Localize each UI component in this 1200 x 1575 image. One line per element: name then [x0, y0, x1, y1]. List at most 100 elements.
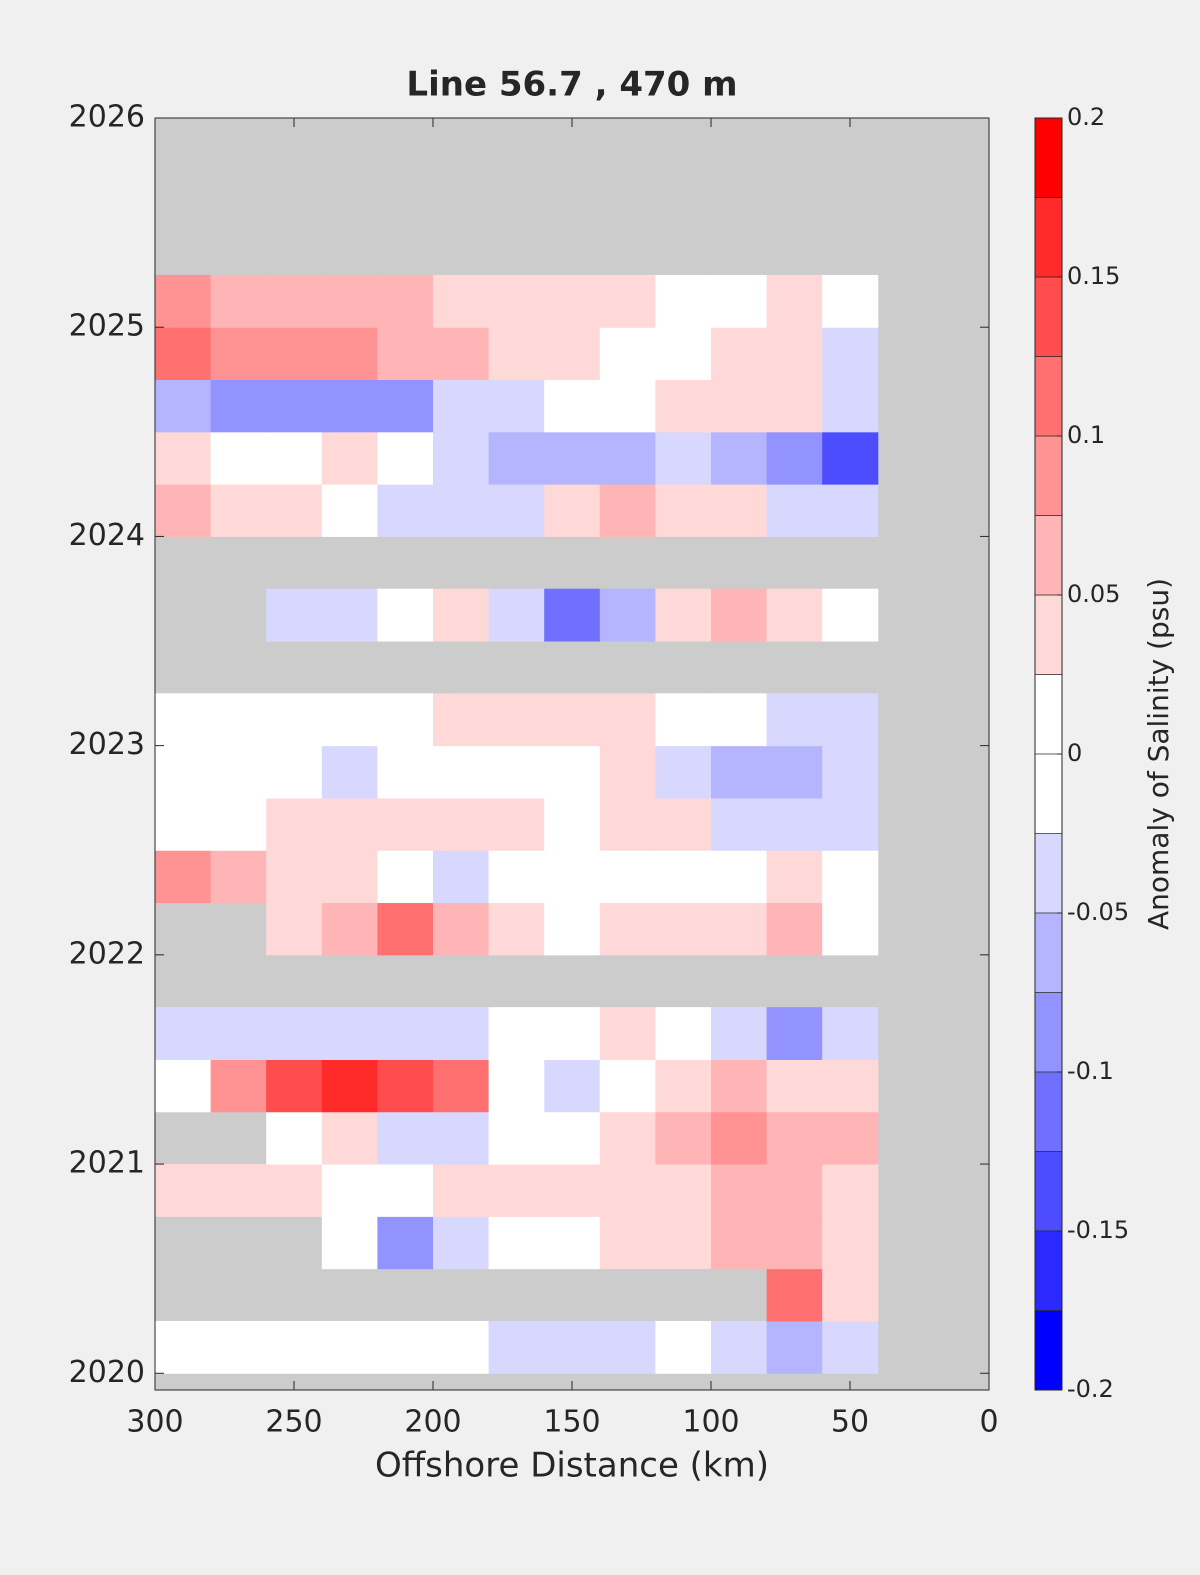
y-tick-label: 2021 — [69, 1146, 145, 1181]
contour-cell — [488, 274, 545, 328]
y-tick-label: 2026 — [69, 100, 145, 135]
contour-cell — [155, 797, 212, 851]
contour-cell — [822, 1320, 879, 1374]
contour-cell — [711, 1216, 768, 1270]
x-tick-label: 300 — [126, 1405, 183, 1440]
contour-cell — [377, 1320, 434, 1374]
contour-cell — [766, 850, 823, 904]
contour-cell — [266, 1059, 323, 1113]
contour-cell — [210, 693, 267, 747]
contour-cell — [711, 274, 768, 328]
contour-cell — [766, 484, 823, 537]
contour-cell — [711, 1111, 768, 1165]
contour-cell — [766, 797, 823, 851]
contour-cell — [377, 379, 434, 433]
y-tick-label: 2024 — [69, 518, 145, 553]
contour-cell — [377, 484, 434, 537]
contour-cell — [544, 902, 601, 956]
contour-cell — [321, 1111, 378, 1165]
contour-cell — [321, 745, 378, 799]
contour-cell — [266, 1111, 323, 1165]
contour-cell — [655, 1111, 712, 1165]
contour-cell — [155, 431, 212, 485]
contour-cell — [321, 850, 378, 904]
contour-cell — [822, 850, 879, 904]
contour-cell — [711, 588, 768, 642]
colorbar-band — [1035, 277, 1062, 357]
contour-cell — [599, 274, 656, 328]
y-tick-label: 2025 — [69, 309, 145, 344]
contour-cell — [766, 327, 823, 381]
colorbar-band — [1035, 118, 1062, 198]
contour-cell — [822, 431, 879, 485]
contour-cell — [711, 1007, 768, 1060]
contour-cell — [266, 1164, 323, 1217]
contour-cell — [210, 484, 267, 537]
colorbar-tick-label: -0.05 — [1067, 898, 1129, 926]
contour-cell — [655, 484, 712, 537]
contour-cell — [266, 274, 323, 328]
colorbar-tick-label: 0 — [1067, 739, 1082, 767]
contour-cell — [488, 797, 545, 851]
contour-cell — [766, 1059, 823, 1113]
contour-cell — [655, 1059, 712, 1113]
contour-cell — [822, 588, 879, 642]
colorbar-band — [1035, 515, 1062, 596]
contour-cell — [433, 274, 490, 328]
contour-cell — [155, 1320, 212, 1374]
contour-cell — [822, 797, 879, 851]
contour-cell — [544, 693, 601, 747]
colorbar-label: Anomaly of Salinity (psu) — [1142, 578, 1175, 930]
colorbar-tick-label: -0.1 — [1067, 1057, 1114, 1085]
contour-cell — [822, 1216, 879, 1270]
contour-cell — [377, 1059, 434, 1113]
contour-cell — [488, 1007, 545, 1060]
contour-cell — [655, 1320, 712, 1374]
contour-cell — [377, 850, 434, 904]
contour-cell — [822, 327, 879, 381]
contour-cell — [321, 484, 378, 537]
contour-cell — [766, 588, 823, 642]
contour-cell — [321, 431, 378, 485]
contour-cell — [266, 797, 323, 851]
contour-cell — [210, 327, 267, 381]
contour-cell — [210, 797, 267, 851]
chart-title: Line 56.7 , 470 m — [406, 65, 737, 105]
contour-cell — [155, 1007, 212, 1060]
colorbar-band — [1035, 436, 1062, 516]
contour-cell — [822, 1007, 879, 1060]
contour-cell — [155, 1164, 212, 1217]
contour-cell — [711, 327, 768, 381]
contour-cell — [655, 431, 712, 485]
contour-cell — [544, 1164, 601, 1217]
contour-cell — [488, 693, 545, 747]
contour-cell — [544, 484, 601, 537]
contour-cell — [321, 1007, 378, 1060]
contour-cell — [488, 327, 545, 381]
colorbar-band — [1035, 913, 1062, 993]
contour-cell — [155, 745, 212, 799]
contour-cell — [599, 850, 656, 904]
contour-cell — [210, 745, 267, 799]
colorbar-band — [1035, 197, 1062, 278]
contour-cell — [433, 1111, 490, 1165]
contour-cell — [766, 1216, 823, 1270]
contour-cell — [599, 745, 656, 799]
contour-cell — [488, 850, 545, 904]
contour-cell — [766, 1007, 823, 1060]
contour-cell — [155, 1059, 212, 1113]
contour-cell — [544, 1320, 601, 1374]
contour-cell — [488, 745, 545, 799]
contour-cell — [488, 1059, 545, 1113]
contour-cell — [599, 1216, 656, 1270]
colorbar-band — [1035, 754, 1062, 834]
contour-cell — [377, 1164, 434, 1217]
contour-cell — [655, 1216, 712, 1270]
contour-cell — [488, 1216, 545, 1270]
contour-cell — [210, 1164, 267, 1217]
contour-cell — [155, 379, 212, 433]
contour-cell — [599, 327, 656, 381]
contour-cell — [377, 1007, 434, 1060]
contour-cell — [321, 1216, 378, 1270]
contour-cell — [544, 1059, 601, 1113]
